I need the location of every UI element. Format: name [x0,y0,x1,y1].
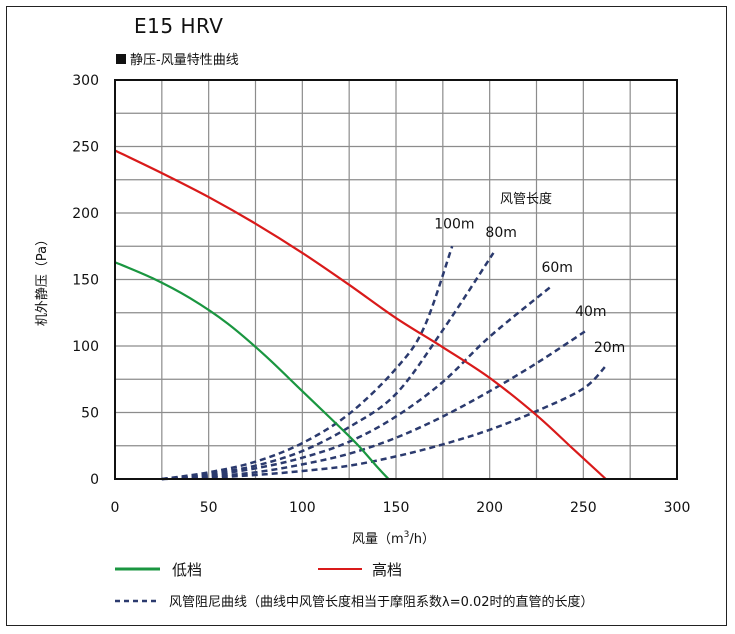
duct-curve-20m [161,365,607,481]
x-tick-label: 300 [664,500,691,516]
subtitle-square-icon [116,53,126,64]
legend-duct-label: 风管阻尼曲线（曲线中风管长度相当于摩阻系数λ=0.02时的直管的长度） [169,594,594,610]
tick-labels: 0 50 100 150 200 250 300 0 50 100 150 200 250 300 [72,73,690,516]
duct-label-40m: 40m [575,304,606,320]
x-axis-label-post: /h） [409,532,435,547]
duct-curves [161,245,607,481]
y-tick-label: 200 [72,206,99,222]
duct-curve-100m [161,245,454,481]
low-speed-curve [114,261,390,480]
subtitle-text: 静压-风量特性曲线 [130,53,239,68]
y-axis-label: 机外静压（Pa） [35,233,50,326]
chart-title: E15 HRV [134,14,224,38]
x-axis-label-pre: 风量（m [352,532,404,547]
duct-curve-labels: 100m 80m 60m 40m 20m [434,216,625,356]
plot-border [114,79,678,480]
x-tick-label: 200 [476,500,503,516]
x-tick-label: 150 [383,500,410,516]
duct-curve-80m [161,252,495,481]
duct-label-60m: 60m [541,260,572,276]
y-tick-label: 0 [90,472,99,488]
performance-series [114,149,607,480]
x-tick-label: 250 [570,500,597,516]
x-tick-label: 0 [111,500,120,516]
x-tick-label: 50 [200,500,218,516]
y-tick-label: 150 [72,273,99,289]
duct-curve-60m [161,285,553,481]
legend: 低档 高档 风管阻尼曲线（曲线中风管长度相当于摩阻系数λ=0.02时的直管的长度… [115,561,594,610]
grid-lines [115,80,677,479]
duct-label-80m: 80m [485,225,516,241]
y-tick-label: 100 [72,339,99,355]
duct-length-title: 风管长度 [500,191,552,207]
x-tick-label: 100 [289,500,316,516]
legend-high-label: 高档 [372,561,402,579]
legend-low-label: 低档 [172,561,202,579]
high-speed-curve [114,149,607,480]
chart-subtitle: 静压-风量特性曲线 [116,49,239,68]
chart-frame [6,6,727,626]
duct-label-100m: 100m [434,216,474,232]
y-tick-label: 50 [81,406,99,422]
duct-curve-40m [161,328,588,481]
x-axis-label: 风量（m3/h） [352,530,435,547]
y-tick-label: 250 [72,140,99,156]
x-axis-label-sup: 3 [404,530,410,540]
duct-label-20m: 20m [594,340,625,356]
y-tick-label: 300 [72,73,99,89]
